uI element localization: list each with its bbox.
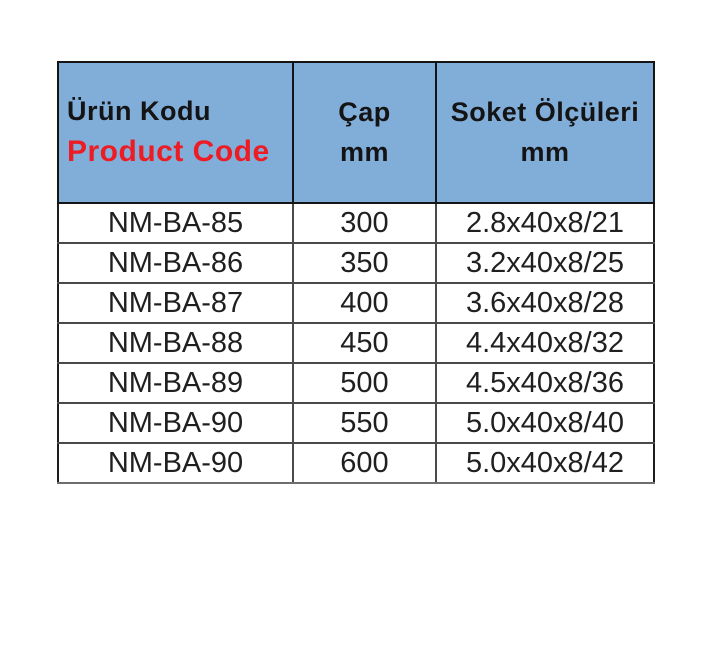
product-spec-table: Ürün Kodu Product Code Çap mm Soket Ölçü… [57,61,655,484]
cap-cell: 450 [292,322,437,364]
soket-label: Soket Ölçüleri [450,97,640,128]
header-cell-cap: Çap mm [292,61,437,204]
product-code-cell: NM-BA-85 [57,202,294,244]
soket-cell: 3.2x40x8/25 [435,242,655,284]
soket-cell: 4.4x40x8/32 [435,322,655,364]
cap-cell: 300 [292,202,437,244]
cap-cell: 550 [292,402,437,444]
header-row: Ürün Kodu Product Code Çap mm Soket Ölçü… [57,61,655,204]
product-code-cell: NM-BA-88 [57,322,294,364]
table-header: Ürün Kodu Product Code Çap mm Soket Ölçü… [57,61,655,204]
product-code-label-tr: Ürün Kodu [67,95,211,126]
cap-cell: 600 [292,442,437,484]
table-row: NM-BA-86 350 3.2x40x8/25 [57,242,655,284]
product-code-cell: NM-BA-87 [57,282,294,324]
product-code-cell: NM-BA-90 [57,442,294,484]
soket-cell: 2.8x40x8/21 [435,202,655,244]
header-cell-soket: Soket Ölçüleri mm [435,61,655,204]
table-row: NM-BA-87 400 3.6x40x8/28 [57,282,655,324]
table-row: NM-BA-88 450 4.4x40x8/32 [57,322,655,364]
table-row: NM-BA-90 550 5.0x40x8/40 [57,402,655,444]
header-cell-product-code: Ürün Kodu Product Code [57,61,294,204]
product-code-cell: NM-BA-90 [57,402,294,444]
cap-label: Çap [338,97,391,128]
soket-cell: 5.0x40x8/42 [435,442,655,484]
cap-cell: 400 [292,282,437,324]
soket-cell: 4.5x40x8/36 [435,362,655,404]
soket-unit-label: mm [520,136,570,167]
table-row: NM-BA-89 500 4.5x40x8/36 [57,362,655,404]
cap-unit-label: mm [339,136,389,167]
table-row: NM-BA-85 300 2.8x40x8/21 [57,202,655,244]
soket-cell: 5.0x40x8/40 [435,402,655,444]
table-body: NM-BA-85 300 2.8x40x8/21 NM-BA-86 350 3.… [57,202,655,484]
cap-cell: 350 [292,242,437,284]
product-code-cell: NM-BA-89 [57,362,294,404]
product-code-cell: NM-BA-86 [57,242,294,284]
table-row: NM-BA-90 600 5.0x40x8/42 [57,442,655,484]
cap-cell: 500 [292,362,437,404]
soket-cell: 3.6x40x8/28 [435,282,655,324]
product-code-label-en: Product Code [67,135,270,169]
